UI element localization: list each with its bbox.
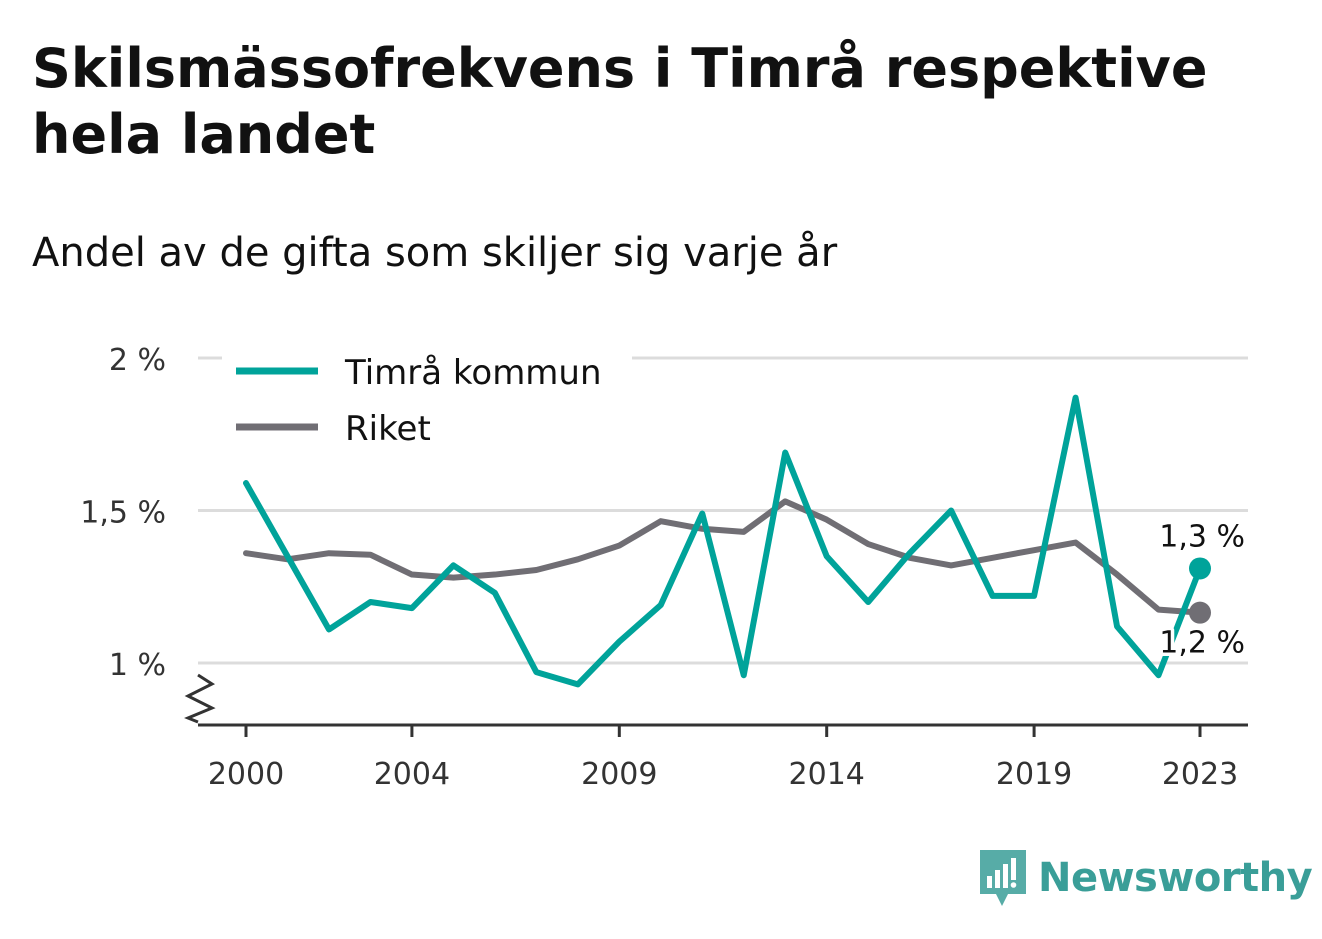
- legend-label: Timrå kommun: [344, 353, 602, 393]
- legend: Timrå kommun Riket: [222, 338, 632, 456]
- bar-chart-speech-bubble-icon: [980, 850, 1026, 906]
- axes: 2000 2004 2009 2014 2019 2023: [184, 673, 1248, 792]
- x-tick-label: 2014: [789, 757, 865, 792]
- end-point-marker: [1189, 557, 1211, 580]
- brand-name: Newsworthy: [1038, 855, 1313, 901]
- brand-logo: Newsworthy: [978, 846, 1313, 910]
- legend-label: Riket: [345, 409, 431, 449]
- chart-subtitle: Andel av de gifta som skiljer sig varje …: [32, 230, 838, 276]
- y-tick-label: 1 %: [109, 648, 166, 683]
- series-lines: [243, 394, 1211, 688]
- x-tick-label: 2019: [996, 757, 1072, 792]
- end-labels: 1,3 % 1,2 %: [1156, 516, 1249, 664]
- x-tick-label: 2000: [208, 757, 284, 792]
- series-line: [243, 394, 1203, 688]
- chart-title: Skilsmässofrekvens i Timrå respektive he…: [32, 37, 1208, 166]
- x-tick-label: 2009: [581, 757, 657, 792]
- legend-background: [222, 338, 632, 456]
- y-tick-label: 1,5 %: [80, 496, 166, 531]
- y-tick-label: 2 %: [109, 343, 166, 378]
- y-axis-break: [184, 673, 216, 724]
- end-point-marker: [1189, 601, 1211, 624]
- x-tick-label: 2004: [374, 757, 450, 792]
- end-label: 1,3 %: [1159, 519, 1245, 554]
- end-label: 1,2 %: [1159, 626, 1245, 661]
- x-tick-label: 2023: [1162, 757, 1238, 792]
- gridlines: 1 % 1,5 % 2 %: [80, 343, 1248, 683]
